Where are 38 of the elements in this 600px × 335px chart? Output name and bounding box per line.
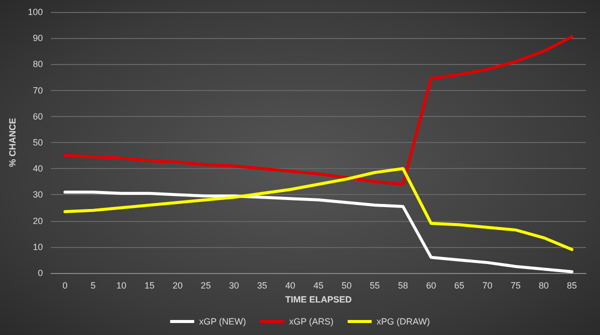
x-tick-label: 80 [538,280,549,290]
y-axis-title: % CHANCE [8,118,18,168]
y-tick-label: 100 [28,7,43,17]
x-tick-label: 75 [510,280,521,290]
x-tick-label: 20 [172,280,183,290]
x-tick-label: 58 [398,280,408,290]
y-tick-label: 10 [32,242,43,252]
x-tick-label: 35 [257,280,268,290]
x-tick-label: 65 [454,280,464,290]
x-tick-label: 70 [482,280,492,290]
x-tick-label: 50 [342,280,352,290]
legend-label: xGP (NEW) [199,316,246,326]
x-tick-label: 5 [90,280,96,290]
x-tick-label: 45 [313,280,324,290]
x-tick-label: 25 [200,280,211,290]
y-tick-label: 60 [32,111,43,122]
y-tick-label: 70 [32,85,43,96]
y-tick-label: 50 [32,138,43,148]
y-tick-label: 90 [32,33,43,44]
y-tick-label: 40 [32,164,43,174]
legend-label: xGP (ARS) [289,316,334,326]
x-tick-label: 55 [370,280,380,290]
legend-label: xPG (DRAW) [376,316,430,326]
y-tick-label: 0 [38,268,43,278]
x-axis-title: TIME ELAPSED [285,294,352,304]
y-tick-label: 20 [32,216,43,226]
x-tick-label: 10 [116,280,126,290]
line-series [63,190,574,274]
x-tick-label: 60 [426,280,436,290]
x-tick-label: 40 [285,280,296,290]
y-tick-label: 30 [32,190,43,200]
x-tick-label: 30 [228,280,239,290]
line-series [63,35,574,186]
x-tick-label: 0 [62,280,68,290]
x-tick-label: 15 [144,280,154,290]
x-tick-label: 85 [566,280,577,290]
y-tick-label: 80 [32,59,43,70]
line-series [63,167,574,252]
